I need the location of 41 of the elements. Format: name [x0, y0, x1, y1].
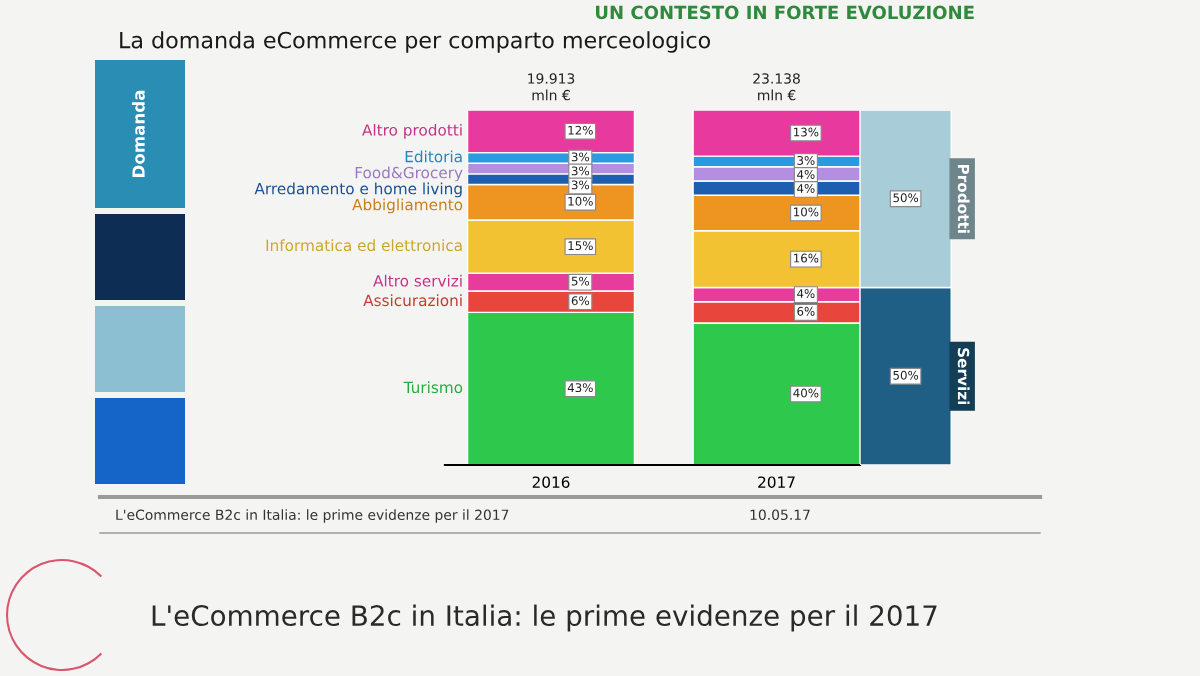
data-label: 40% [793, 388, 819, 398]
data-label: 3% [571, 180, 590, 190]
data-label: 10% [794, 207, 819, 217]
text: L'eCommerce B2c in Italia: le prime evidenze per il 2017 [116, 509, 509, 523]
data-label: 3% [571, 152, 590, 162]
text: Domanda [131, 90, 145, 177]
x-tick-label: 2016 [532, 476, 570, 488]
series-label: Turismo [403, 381, 463, 394]
data-label: 43% [567, 383, 593, 393]
data-label: 50% [893, 193, 919, 203]
data-label: 13% [794, 127, 819, 137]
series-label: Arredamento e home living [254, 182, 462, 198]
text: Servizi [957, 348, 970, 405]
data-label: 4% [797, 183, 815, 193]
series-label: Abbigliamento [352, 198, 463, 214]
data-label: 5% [571, 276, 590, 286]
data-label: 6% [571, 296, 590, 306]
text: L'eCommerce B2c in Italia: le prime evidenze per il 2017 [152, 604, 937, 632]
data-label: 3% [571, 166, 590, 176]
annotation: 19.913 mln € [528, 73, 575, 101]
data-label: 4% [797, 169, 815, 179]
x-tick-label: 2017 [758, 476, 795, 488]
data-label: 12% [568, 125, 593, 135]
data-label: 50% [893, 370, 919, 380]
data-label: 3% [797, 155, 815, 165]
data-label: 4% [797, 289, 815, 299]
data-label: 15% [568, 241, 593, 251]
series-label: Altro servizi [373, 274, 462, 287]
annotation: 23.138 mln € [753, 73, 800, 101]
series-label: Altro prodotti [362, 123, 462, 139]
series-label: Informatica ed elettronica [266, 239, 462, 252]
series-label: Assicurazioni [363, 294, 462, 307]
chart-title: La domanda eCommerce per comparto merceologico [120, 31, 710, 53]
series-label: Food&Grocery [355, 166, 463, 182]
data-label: 10% [568, 196, 593, 206]
text: UN CONTESTO IN FORTE EVOLUZIONE [596, 5, 974, 20]
data-label: 6% [797, 306, 815, 316]
data-label: 16% [794, 253, 819, 263]
text: 10.05.17 [750, 509, 810, 521]
text: Prodotti [957, 164, 970, 233]
series-label: Editoria [405, 150, 462, 163]
